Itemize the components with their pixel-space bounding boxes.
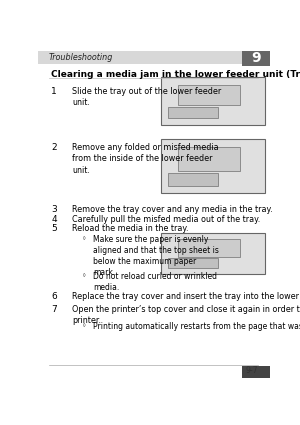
Text: Open the printer’s top cover and close it again in order to reset the
printer.: Open the printer’s top cover and close i… (72, 305, 300, 325)
Text: ◦: ◦ (82, 272, 86, 280)
Text: 9: 9 (251, 51, 261, 65)
FancyBboxPatch shape (242, 51, 270, 66)
Bar (161, 77, 266, 125)
Text: Clearing a media jam in the lower feeder unit (Tray 2): Clearing a media jam in the lower feeder… (52, 70, 300, 79)
Bar (242, 366, 270, 378)
Text: Remove any folded or misfed media
from the inside of the lower feeder
unit.: Remove any folded or misfed media from t… (72, 143, 219, 175)
Text: 1: 1 (52, 87, 57, 96)
Text: Slide the tray out of the lower feeder
unit.: Slide the tray out of the lower feeder u… (72, 87, 222, 108)
Text: Reload the media in the tray.: Reload the media in the tray. (72, 224, 189, 233)
Bar (168, 258, 218, 267)
Bar (178, 239, 240, 257)
Text: Remove the tray cover and any media in the tray.: Remove the tray cover and any media in t… (72, 205, 273, 214)
Text: Replace the tray cover and insert the tray into the lower feeder unit.: Replace the tray cover and insert the tr… (72, 292, 300, 300)
Text: Make sure the paper is evenly
aligned and that the top sheet is
below the maximu: Make sure the paper is evenly aligned an… (93, 235, 219, 277)
Text: Carefully pull the misfed media out of the tray.: Carefully pull the misfed media out of t… (72, 215, 261, 224)
Text: 9-7: 9-7 (246, 366, 258, 374)
Text: 2: 2 (52, 143, 57, 152)
Text: 5: 5 (52, 224, 57, 233)
Bar (168, 173, 218, 186)
Bar (161, 139, 266, 193)
Text: 4: 4 (52, 215, 57, 224)
Bar (161, 232, 266, 274)
Text: Do not reload curled or wrinkled
media.: Do not reload curled or wrinkled media. (93, 272, 217, 292)
Text: 7: 7 (52, 305, 57, 314)
Text: Printing automatically restarts from the page that was misfed.: Printing automatically restarts from the… (93, 322, 300, 331)
Bar (168, 107, 218, 118)
Bar (178, 147, 240, 171)
FancyBboxPatch shape (38, 51, 270, 64)
Text: 6: 6 (52, 292, 57, 300)
Text: 3: 3 (52, 205, 57, 214)
Bar (178, 85, 240, 105)
Text: Troubleshooting: Troubleshooting (49, 53, 113, 62)
Text: ◦: ◦ (82, 235, 86, 244)
Text: ◦: ◦ (82, 322, 86, 331)
